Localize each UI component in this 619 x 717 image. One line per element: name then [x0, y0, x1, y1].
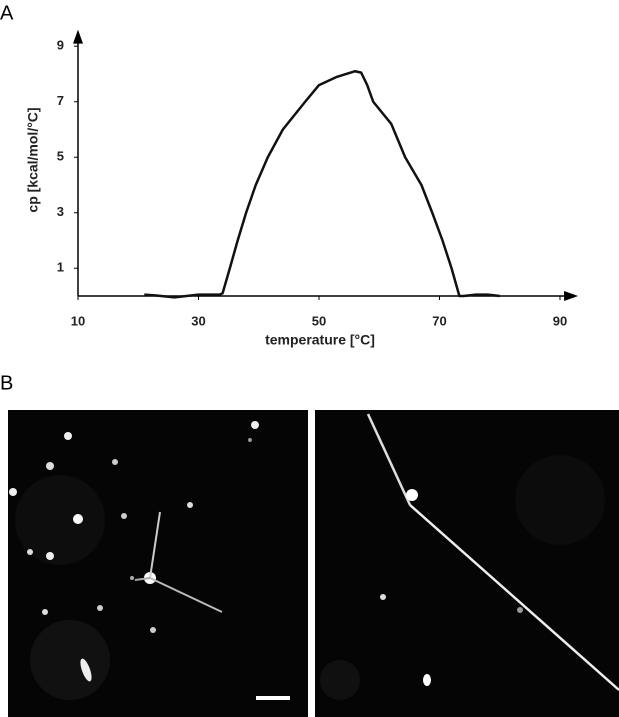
x-tick-label: 10 — [71, 313, 85, 328]
micrograph-left — [8, 410, 308, 717]
x-tick-label: 70 — [432, 313, 446, 328]
x-tick-label: 30 — [191, 313, 205, 328]
panel-label: A — [0, 2, 14, 24]
data-line — [144, 69, 500, 299]
micrograph-right — [315, 410, 619, 717]
y-tick-label: 7 — [57, 93, 64, 108]
y-tick-label: 5 — [57, 149, 64, 164]
y-tick-label: 1 — [57, 260, 64, 275]
x-tick-label: 90 — [553, 313, 567, 328]
y-axis-arrow — [73, 29, 83, 44]
x-axis-arrow — [564, 291, 579, 301]
x-tick-label: 50 — [312, 313, 326, 328]
panel-label: B — [0, 372, 13, 394]
y-tick-label: 9 — [57, 38, 64, 53]
x-axis-label: temperature [°C] — [265, 332, 375, 348]
y-axis-label: cp [kcal/mol/°C] — [25, 107, 41, 212]
y-tick-label: 3 — [57, 204, 64, 219]
